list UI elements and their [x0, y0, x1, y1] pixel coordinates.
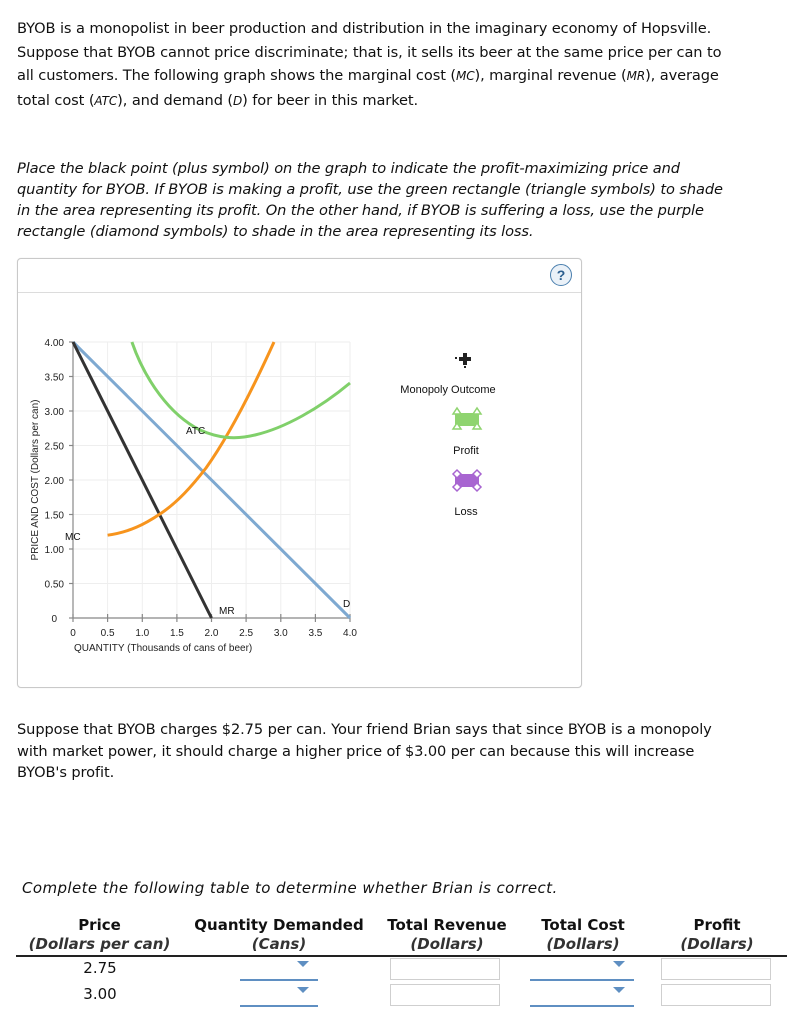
help-button[interactable]: ? — [550, 264, 572, 286]
mc-curve — [107, 341, 276, 537]
scenario-line: with market power, it should charge a hi… — [17, 742, 695, 760]
svg-text:0: 0 — [51, 614, 57, 625]
intro-line: total cost (ATC), and demand (D) for bee… — [17, 91, 419, 109]
instruction-line: rectangle (diamond symbols) to shade in … — [17, 223, 534, 240]
y-tick-labels: 4.00 3.50 3.00 2.50 2.00 1.50 1.00 0.50 … — [45, 338, 65, 625]
svg-text:3.0: 3.0 — [274, 628, 288, 639]
demand-label: D — [343, 599, 350, 610]
header-price: Price (Dollars per can) — [28, 916, 171, 953]
profit-label: Profit — [453, 445, 479, 457]
svg-text:2.5: 2.5 — [239, 628, 253, 639]
triangle-icon — [451, 406, 483, 430]
svg-text:2.0: 2.0 — [205, 628, 219, 639]
green-rectangle-icon — [455, 413, 479, 426]
atc-label: ATC — [186, 426, 205, 437]
total-cost-dropdown-row1[interactable] — [530, 957, 634, 981]
svg-text:2.00: 2.00 — [45, 476, 65, 487]
graph-widget: ? — [17, 258, 582, 688]
instruction-line: in the area representing its profit. On … — [17, 202, 704, 219]
plus-icon — [455, 353, 471, 368]
mc-label: MC — [65, 532, 81, 543]
profit-input-row2[interactable] — [661, 984, 771, 1006]
monopoly-outcome-label: Monopoly Outcome — [400, 384, 495, 396]
scenario-line: BYOB's profit. — [17, 764, 115, 781]
svg-text:0.5: 0.5 — [101, 628, 115, 639]
total-revenue-input-row1[interactable] — [390, 958, 500, 980]
graph-instructions: Place the black point (plus symbol) on t… — [17, 158, 792, 242]
svg-text:1.0: 1.0 — [135, 628, 149, 639]
total-cost-dropdown-row2[interactable] — [530, 983, 634, 1007]
monopoly-outcome-tool[interactable]: Monopoly Outcome — [400, 353, 496, 396]
instruction-line: quantity for BYOB. If BYOB is making a p… — [17, 181, 723, 198]
table-header-rule — [16, 955, 787, 957]
intro-line: Suppose that BYOB cannot price discrimin… — [17, 43, 722, 61]
caret-down-icon — [613, 961, 625, 967]
header-total-cost: Total Cost (Dollars) — [541, 916, 625, 953]
mr-curve — [71, 341, 213, 619]
mr-label: MR — [219, 606, 235, 617]
chart-svg[interactable]: 4.00 3.50 3.00 2.50 2.00 1.50 1.00 0.50 … — [0, 0, 797, 700]
intro-paragraph: BYOB is a monopolist in beer production … — [17, 17, 792, 113]
svg-text:0.50: 0.50 — [45, 580, 65, 591]
y-axis-label: PRICE AND COST (Dollars per can) — [30, 400, 41, 561]
intro-line: all customers. The following graph shows… — [17, 67, 719, 84]
table-title: Complete the following table to determin… — [22, 879, 558, 897]
svg-text:1.5: 1.5 — [170, 628, 184, 639]
header-total-revenue: Total Revenue (Dollars) — [387, 916, 507, 953]
graph-header: ? — [18, 259, 581, 293]
caret-down-icon — [613, 987, 625, 993]
instruction-line: Place the black point (plus symbol) on t… — [17, 160, 680, 177]
atc-curve — [130, 341, 351, 440]
demand-curve — [71, 340, 352, 620]
price-cell: 2.75 — [83, 959, 117, 977]
svg-text:1.50: 1.50 — [45, 511, 65, 522]
x-tick-labels: 0 0.5 1.0 1.5 2.0 2.5 3.0 3.5 4.0 — [70, 628, 357, 639]
svg-text:0: 0 — [70, 628, 76, 639]
svg-text:2.50: 2.50 — [45, 442, 65, 453]
purple-rectangle-icon — [455, 474, 479, 487]
loss-rectangle-tool[interactable]: Loss — [451, 468, 483, 518]
x-axis-label: QUANTITY (Thousands of cans of beer) — [74, 643, 252, 654]
svg-text:3.5: 3.5 — [308, 628, 322, 639]
profit-input-row1[interactable] — [661, 958, 771, 980]
quantity-dropdown-row1[interactable] — [240, 957, 318, 981]
chart-axes — [69, 341, 351, 622]
total-revenue-input-row2[interactable] — [390, 984, 500, 1006]
quantity-dropdown-row2[interactable] — [240, 983, 318, 1007]
diamond-icon — [451, 468, 483, 493]
svg-text:4.0: 4.0 — [343, 628, 357, 639]
header-profit: Profit (Dollars) — [680, 916, 754, 953]
price-cell: 3.00 — [83, 985, 117, 1003]
scenario-line: Suppose that BYOB charges $2.75 per can.… — [17, 721, 712, 738]
caret-down-icon — [297, 961, 309, 967]
svg-text:3.50: 3.50 — [45, 373, 65, 384]
caret-down-icon — [297, 987, 309, 993]
svg-text:1.00: 1.00 — [45, 545, 65, 556]
loss-label: Loss — [454, 506, 478, 518]
intro-line: BYOB is a monopolist in beer production … — [17, 20, 712, 37]
svg-text:3.00: 3.00 — [45, 407, 65, 418]
svg-text:4.00: 4.00 — [45, 338, 65, 349]
header-quantity-demanded: Quantity Demanded (Cans) — [194, 916, 364, 953]
profit-rectangle-tool[interactable]: Profit — [451, 406, 483, 457]
scenario-paragraph: Suppose that BYOB charges $2.75 per can.… — [17, 719, 792, 784]
